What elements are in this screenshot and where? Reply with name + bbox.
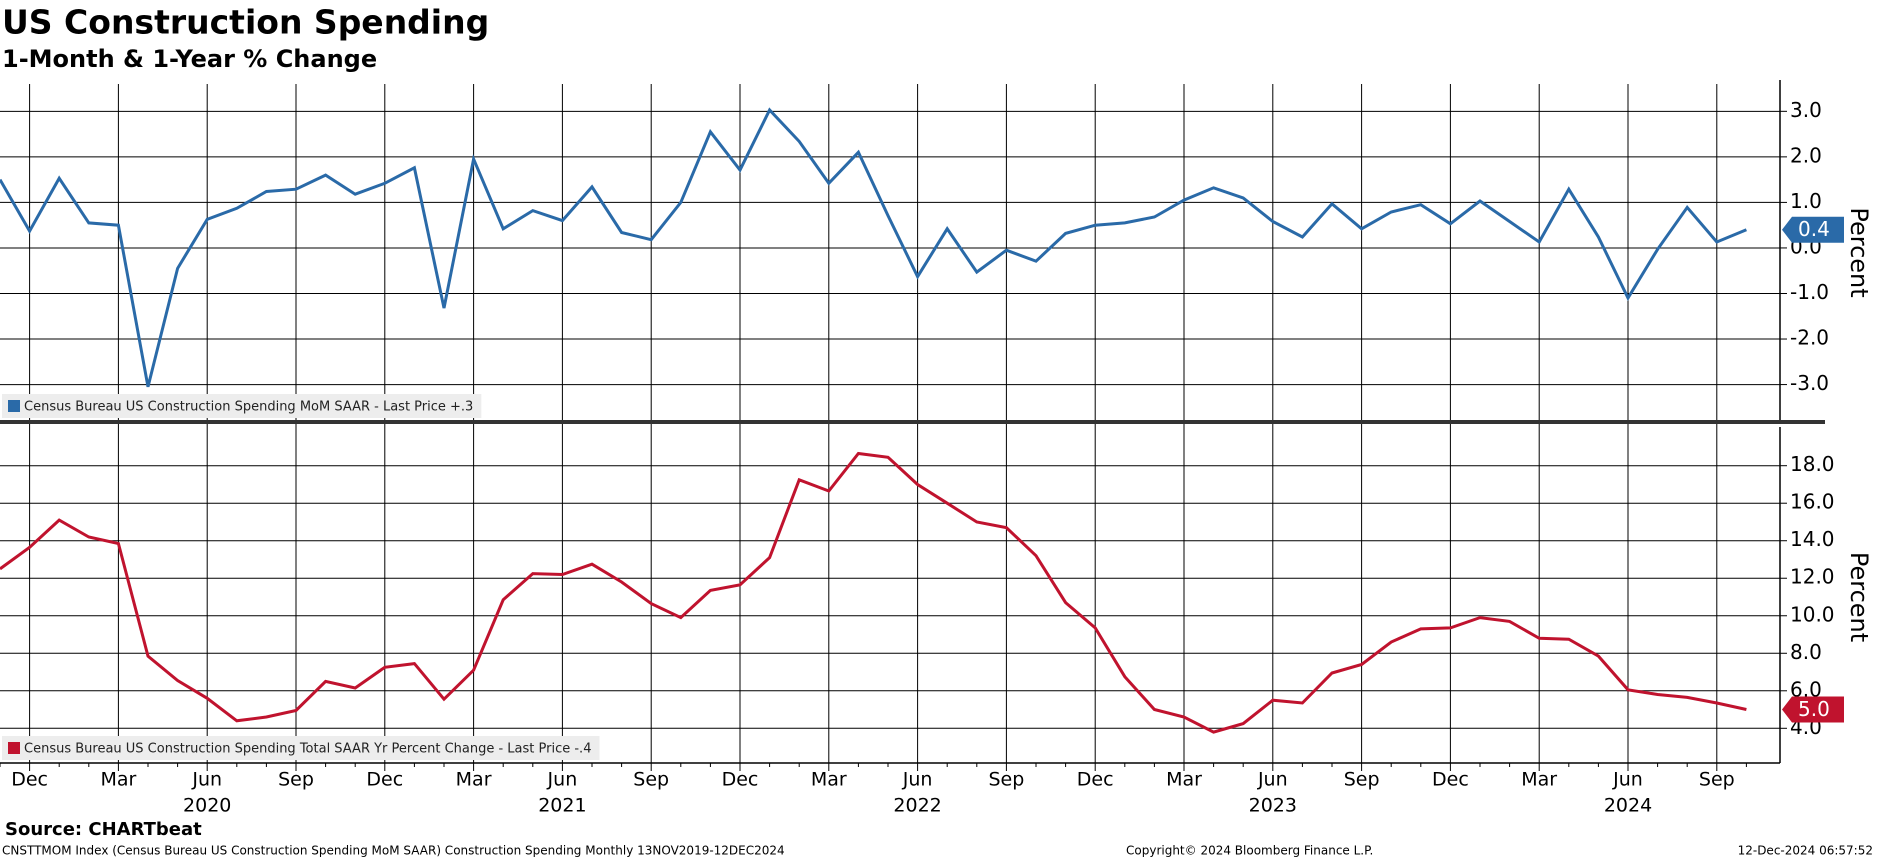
chart-subtitle: 1-Month & 1-Year % Change	[2, 45, 377, 73]
timestamp: 12-Dec-2024 06:57:52	[1738, 844, 1873, 858]
x-tick-label: Jun	[1257, 769, 1288, 791]
x-year-label: 2022	[893, 795, 941, 817]
y-axis-title: Percent	[1845, 207, 1873, 297]
y-tick-label: 12.0	[1790, 565, 1835, 589]
last-value-tag	[1782, 216, 1844, 243]
y-tick-label: 14.0	[1790, 527, 1835, 551]
y-tick-label: -3.0	[1790, 371, 1829, 395]
x-tick-label: Dec	[11, 769, 48, 791]
x-tick-label: Dec	[1077, 769, 1114, 791]
footnote: CNSTTMOM Index (Census Bureau US Constru…	[2, 844, 785, 858]
x-tick-label: Sep	[278, 769, 314, 791]
last-value-label: 5.0	[1798, 697, 1830, 721]
legend-label: Census Bureau US Construction Spending M…	[24, 400, 473, 415]
legend: Census Bureau US Construction Spending T…	[2, 736, 600, 760]
x-tick-label: Jun	[1612, 769, 1643, 791]
x-year-label: 2023	[1249, 795, 1297, 817]
x-tick-label: Dec	[366, 769, 403, 791]
y-tick-label: 16.0	[1790, 490, 1835, 514]
legend-label: Census Bureau US Construction Spending T…	[24, 742, 591, 757]
x-tick-label: Mar	[456, 769, 492, 791]
x-tick-label: Dec	[1432, 769, 1469, 791]
x-tick-label: Mar	[1166, 769, 1202, 791]
legend: Census Bureau US Construction Spending M…	[2, 394, 482, 418]
y-tick-label: 10.0	[1790, 602, 1835, 626]
x-tick-label: Sep	[1344, 769, 1380, 791]
x-tick-label: Mar	[100, 769, 136, 791]
panel-separator	[0, 420, 1825, 424]
x-tick-label: Sep	[1699, 769, 1735, 791]
last-value-tag	[1782, 696, 1844, 723]
x-tick-label: Mar	[1521, 769, 1557, 791]
x-year-label: 2024	[1604, 795, 1652, 817]
y-tick-label: -1.0	[1790, 280, 1829, 304]
legend-swatch	[8, 400, 20, 412]
last-value-label: 0.4	[1798, 217, 1830, 241]
y-tick-label: 2.0	[1790, 143, 1822, 167]
y-tick-label: -2.0	[1790, 326, 1829, 350]
x-year-label: 2021	[538, 795, 586, 817]
y-axis-title: Percent	[1845, 552, 1873, 642]
legend-swatch	[8, 742, 20, 754]
x-tick-label: Jun	[547, 769, 578, 791]
x-tick-label: Sep	[633, 769, 669, 791]
x-tick-label: Jun	[191, 769, 222, 791]
data-line	[0, 107, 1747, 388]
legend-background	[2, 394, 482, 418]
y-tick-label: 18.0	[1790, 452, 1835, 476]
copyright: Copyright© 2024 Bloomberg Finance L.P.	[1126, 844, 1373, 858]
x-tick-label: Sep	[988, 769, 1024, 791]
x-tick-label: Dec	[722, 769, 759, 791]
y-tick-label: 3.0	[1790, 98, 1822, 122]
legend-background	[2, 736, 600, 760]
y-tick-label: 1.0	[1790, 189, 1822, 213]
x-tick-label: Jun	[902, 769, 933, 791]
data-line	[0, 451, 1747, 734]
x-tick-label: Mar	[811, 769, 847, 791]
chart-title: US Construction Spending	[2, 3, 489, 42]
source: Source: CHARTbeat	[5, 819, 202, 840]
y-tick-label: 8.0	[1790, 640, 1822, 664]
x-year-label: 2020	[183, 795, 231, 817]
